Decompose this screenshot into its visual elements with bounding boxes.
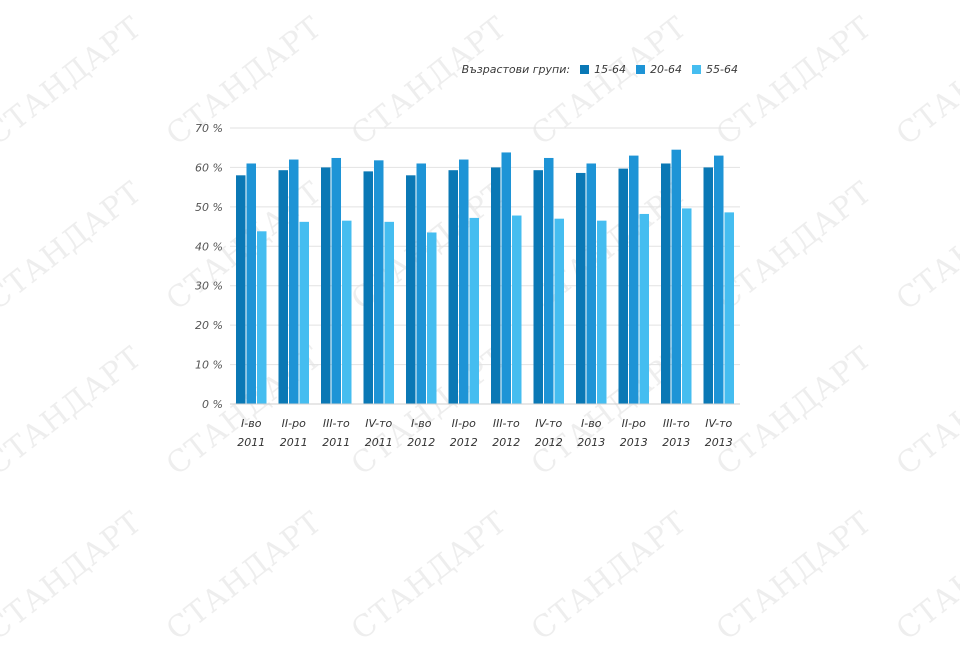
bar-15-64 <box>321 167 331 404</box>
bar-20-64 <box>374 160 384 404</box>
x-tick-label: IV-то 2013 <box>705 417 733 449</box>
bar-55-64 <box>554 218 564 404</box>
x-tick-label: I-во 2012 <box>407 417 435 449</box>
bar-15-64 <box>236 175 246 404</box>
bar-20-64 <box>501 152 511 404</box>
x-tick-label-quarter: II-ро <box>282 417 306 430</box>
x-tick-label: II-ро 2012 <box>450 417 478 449</box>
bar-20-64 <box>714 155 724 404</box>
x-tick-label-year: 2012 <box>450 436 478 449</box>
x-tick-label-quarter: I-во <box>581 417 602 430</box>
x-tick-label-quarter: I-во <box>241 417 262 430</box>
bar-55-64 <box>342 220 352 404</box>
x-tick-label: I-во 2011 <box>237 417 265 449</box>
x-tick-label-year: 2011 <box>365 436 393 449</box>
x-tick-label-quarter: III-то <box>663 417 690 430</box>
legend-swatch-20-64 <box>636 65 646 74</box>
bar-chart: 0 %10 %20 %30 %40 %50 %60 %70 %I-во 2011I… <box>195 122 740 449</box>
bar-20-64 <box>331 157 341 404</box>
x-tick-label-quarter: III-то <box>323 417 350 430</box>
bar-55-64 <box>299 221 309 404</box>
bar-20-64 <box>459 159 469 404</box>
legend-title: Възрастови групи: <box>461 63 571 76</box>
y-tick-label: 30 % <box>195 280 223 293</box>
legend: Възрастови групи: 15-64 20-64 55-64 <box>462 63 738 76</box>
bar-20-64 <box>671 149 681 404</box>
bar-55-64 <box>469 217 479 404</box>
bar-55-64 <box>597 220 607 404</box>
bar-15-64 <box>363 171 373 404</box>
bar-20-64 <box>629 155 639 404</box>
x-tick-label-year: 2012 <box>535 436 563 449</box>
bar-15-64 <box>406 175 416 404</box>
legend-item-55-64: 55-64 <box>692 63 738 76</box>
x-tick-label-quarter: IV-то <box>535 417 562 430</box>
x-tick-label: II-ро 2013 <box>620 417 648 449</box>
x-tick-label-quarter: I-во <box>411 417 432 430</box>
x-tick-label: III-то 2012 <box>492 417 520 449</box>
legend-item-20-64: 20-64 <box>636 63 682 76</box>
x-tick-label: IV-то 2011 <box>365 417 393 449</box>
x-tick-label-quarter: III-то <box>493 417 520 430</box>
bar-55-64 <box>427 232 437 404</box>
bar-20-64 <box>544 157 554 404</box>
bar-15-64 <box>618 168 628 404</box>
y-tick-label: 20 % <box>195 319 223 332</box>
x-tick-label-year: 2013 <box>662 436 690 449</box>
x-tick-label-year: 2011 <box>237 436 265 449</box>
x-tick-label-year: 2013 <box>577 436 605 449</box>
legend-swatch-15-64 <box>580 65 590 74</box>
y-tick-label: 70 % <box>195 122 223 135</box>
bar-15-64 <box>661 163 671 404</box>
bar-55-64 <box>257 231 267 404</box>
legend-label-55-64: 55-64 <box>706 63 738 76</box>
x-tick-label-quarter: IV-то <box>705 417 732 430</box>
x-tick-label-year: 2012 <box>492 436 520 449</box>
bar-15-64 <box>491 167 501 404</box>
x-tick-label: IV-то 2012 <box>535 417 563 449</box>
bar-20-64 <box>416 163 426 404</box>
x-tick-label-year: 2013 <box>620 436 648 449</box>
x-tick-label-year: 2012 <box>407 436 435 449</box>
bar-55-64 <box>639 213 649 404</box>
x-tick-label-quarter: II-ро <box>452 417 476 430</box>
x-tick-label-year: 2011 <box>280 436 308 449</box>
y-tick-label: 50 % <box>195 201 223 214</box>
x-tick-label: I-во 2013 <box>577 417 605 449</box>
bar-20-64 <box>246 163 256 404</box>
bar-55-64 <box>724 212 734 404</box>
bar-15-64 <box>448 170 458 404</box>
x-tick-label-quarter: IV-то <box>365 417 392 430</box>
y-tick-label: 0 % <box>202 398 223 411</box>
legend-label-20-64: 20-64 <box>650 63 683 76</box>
bar-20-64 <box>289 159 299 404</box>
bar-55-64 <box>384 221 394 404</box>
bar-15-64 <box>533 170 543 404</box>
bar-15-64 <box>278 170 288 404</box>
y-tick-label: 40 % <box>195 240 223 253</box>
bar-20-64 <box>586 163 596 404</box>
bar-55-64 <box>512 215 522 404</box>
x-tick-label-year: 2011 <box>322 436 350 449</box>
y-tick-label: 60 % <box>195 161 223 174</box>
x-tick-label: III-то 2011 <box>322 417 350 449</box>
y-tick-label: 10 % <box>195 359 223 372</box>
bar-55-64 <box>682 208 692 404</box>
legend-item-15-64: 15-64 <box>580 63 626 76</box>
x-tick-label: II-ро 2011 <box>280 417 308 449</box>
bar-15-64 <box>703 167 713 404</box>
x-tick-label-year: 2013 <box>705 436 733 449</box>
legend-label-15-64: 15-64 <box>594 63 627 76</box>
legend-swatch-55-64 <box>692 65 702 74</box>
x-tick-label-quarter: II-ро <box>622 417 646 430</box>
bar-15-64 <box>576 172 586 404</box>
x-tick-label: III-то 2013 <box>662 417 690 449</box>
